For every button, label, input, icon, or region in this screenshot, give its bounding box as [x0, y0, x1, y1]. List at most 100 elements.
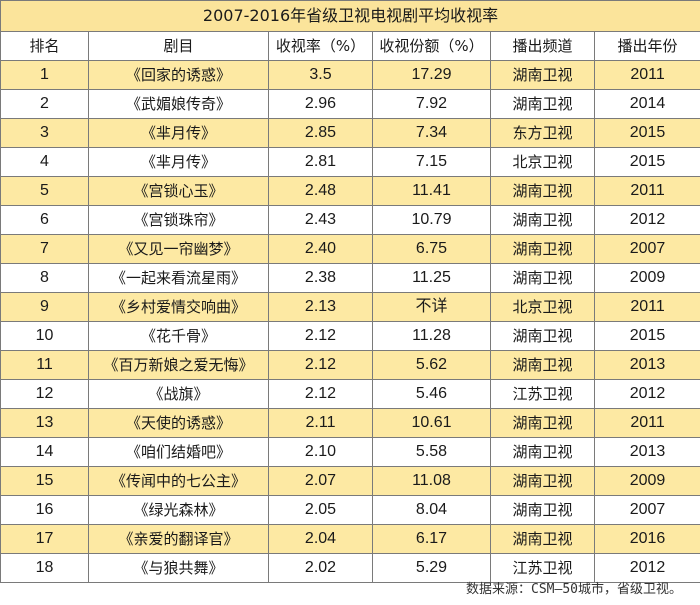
- year-cell: 2015: [593, 321, 700, 351]
- source-note: 数据来源：CSM—50城市，省级卫视。: [466, 582, 682, 597]
- rating-cell: 3.5: [268, 60, 373, 90]
- table-body: 1 《回家的诱惑》 3.5 17.29 湖南卫视 2011 2 《武媚娘传奇》 2.96 7.92…: [0, 60, 700, 583]
- channel-cell: 湖南卫视: [490, 263, 595, 293]
- drama-cell: 《回家的诱惑》: [88, 60, 269, 90]
- rank-cell: 8: [0, 263, 89, 293]
- rating-cell: 2.12: [268, 321, 373, 351]
- table-row: 1 《回家的诱惑》 3.5 17.29 湖南卫视 2011: [0, 60, 700, 90]
- rating-cell: 2.10: [268, 437, 373, 467]
- rank-cell: 1: [0, 60, 89, 90]
- channel-cell: 北京卫视: [490, 147, 595, 177]
- rank-cell: 18: [0, 553, 89, 583]
- drama-cell: 《亲爱的翻译官》: [88, 524, 269, 554]
- channel-cell: 江苏卫视: [490, 379, 595, 409]
- year-cell: 2007: [593, 495, 700, 525]
- rating-cell: 2.40: [268, 234, 373, 264]
- share-cell: 7.92: [372, 89, 491, 119]
- table-row: 17 《亲爱的翻译官》 2.04 6.17 湖南卫视 2016: [0, 524, 700, 554]
- drama-cell: 《绿光森林》: [88, 495, 269, 525]
- rating-cell: 2.13: [268, 292, 373, 322]
- drama-cell: 《又见一帘幽梦》: [88, 234, 269, 264]
- year-cell: 2011: [593, 60, 700, 90]
- rank-cell: 15: [0, 466, 89, 496]
- drama-cell: 《战旗》: [88, 379, 269, 409]
- table-row: 14 《咱们结婚吧》 2.10 5.58 湖南卫视 2013: [0, 437, 700, 467]
- rating-cell: 2.11: [268, 408, 373, 438]
- table-row: 7 《又见一帘幽梦》 2.40 6.75 湖南卫视 2007: [0, 234, 700, 264]
- share-cell: 10.61: [372, 408, 491, 438]
- table-row: 2 《武媚娘传奇》 2.96 7.92 湖南卫视 2014: [0, 89, 700, 119]
- header-row: 排名 剧目 收视率（%） 收视份额（%） 播出频道 播出年份: [0, 31, 700, 61]
- year-cell: 2012: [593, 379, 700, 409]
- rank-cell: 10: [0, 321, 89, 351]
- header-channel: 播出频道: [490, 31, 595, 61]
- channel-cell: 湖南卫视: [490, 350, 595, 380]
- drama-cell: 《传闻中的七公主》: [88, 466, 269, 496]
- table-row: 18 《与狼共舞》 2.02 5.29 江苏卫视 2012: [0, 553, 700, 583]
- channel-cell: 湖南卫视: [490, 234, 595, 264]
- share-cell: 6.75: [372, 234, 491, 264]
- rating-cell: 2.12: [268, 350, 373, 380]
- rank-cell: 13: [0, 408, 89, 438]
- channel-cell: 江苏卫视: [490, 553, 595, 583]
- channel-cell: 湖南卫视: [490, 437, 595, 467]
- year-cell: 2007: [593, 234, 700, 264]
- share-cell: 不详: [372, 292, 491, 322]
- drama-cell: 《咱们结婚吧》: [88, 437, 269, 467]
- channel-cell: 湖南卫视: [490, 408, 595, 438]
- drama-cell: 《花千骨》: [88, 321, 269, 351]
- drama-cell: 《武媚娘传奇》: [88, 89, 269, 119]
- rank-cell: 11: [0, 350, 89, 380]
- channel-cell: 湖南卫视: [490, 495, 595, 525]
- share-cell: 5.29: [372, 553, 491, 583]
- year-cell: 2009: [593, 263, 700, 293]
- channel-cell: 湖南卫视: [490, 524, 595, 554]
- rating-cell: 2.48: [268, 176, 373, 206]
- drama-cell: 《宫锁心玉》: [88, 176, 269, 206]
- table-row: 10 《花千骨》 2.12 11.28 湖南卫视 2015: [0, 321, 700, 351]
- year-cell: 2013: [593, 350, 700, 380]
- year-cell: 2009: [593, 466, 700, 496]
- channel-cell: 湖南卫视: [490, 321, 595, 351]
- ratings-table: 2007-2016年省级卫视电视剧平均收视率 排名 剧目 收视率（%） 收视份额…: [0, 0, 700, 583]
- table-row: 16 《绿光森林》 2.05 8.04 湖南卫视 2007: [0, 495, 700, 525]
- year-cell: 2011: [593, 176, 700, 206]
- share-cell: 7.15: [372, 147, 491, 177]
- header-year: 播出年份: [593, 31, 700, 61]
- table-row: 4 《芈月传》 2.81 7.15 北京卫视 2015: [0, 147, 700, 177]
- channel-cell: 湖南卫视: [490, 205, 595, 235]
- share-cell: 11.28: [372, 321, 491, 351]
- share-cell: 7.34: [372, 118, 491, 148]
- table-row: 11 《百万新娘之爱无悔》 2.12 5.62 湖南卫视 2013: [0, 350, 700, 380]
- drama-cell: 《百万新娘之爱无悔》: [88, 350, 269, 380]
- table-row: 12 《战旗》 2.12 5.46 江苏卫视 2012: [0, 379, 700, 409]
- share-cell: 8.04: [372, 495, 491, 525]
- rating-cell: 2.04: [268, 524, 373, 554]
- share-cell: 5.62: [372, 350, 491, 380]
- drama-cell: 《芈月传》: [88, 118, 269, 148]
- drama-cell: 《与狼共舞》: [88, 553, 269, 583]
- year-cell: 2011: [593, 408, 700, 438]
- year-cell: 2014: [593, 89, 700, 119]
- channel-cell: 东方卫视: [490, 118, 595, 148]
- rank-cell: 14: [0, 437, 89, 467]
- rank-cell: 9: [0, 292, 89, 322]
- rank-cell: 4: [0, 147, 89, 177]
- year-cell: 2015: [593, 118, 700, 148]
- rank-cell: 7: [0, 234, 89, 264]
- channel-cell: 湖南卫视: [490, 466, 595, 496]
- rank-cell: 2: [0, 89, 89, 119]
- year-cell: 2013: [593, 437, 700, 467]
- channel-cell: 北京卫视: [490, 292, 595, 322]
- table-row: 9 《乡村爱情交响曲》 2.13 不详 北京卫视 2011: [0, 292, 700, 322]
- table-row: 3 《芈月传》 2.85 7.34 东方卫视 2015: [0, 118, 700, 148]
- rating-cell: 2.07: [268, 466, 373, 496]
- rating-cell: 2.85: [268, 118, 373, 148]
- table-row: 5 《宫锁心玉》 2.48 11.41 湖南卫视 2011: [0, 176, 700, 206]
- rating-cell: 2.12: [268, 379, 373, 409]
- channel-cell: 湖南卫视: [490, 60, 595, 90]
- drama-cell: 《乡村爱情交响曲》: [88, 292, 269, 322]
- rank-cell: 6: [0, 205, 89, 235]
- table-row: 6 《宫锁珠帘》 2.43 10.79 湖南卫视 2012: [0, 205, 700, 235]
